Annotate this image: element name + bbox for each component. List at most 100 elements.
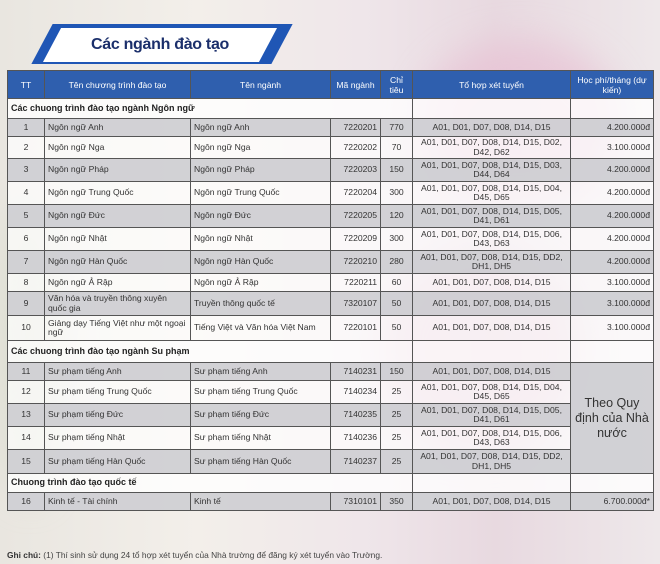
table-row: 1 Ngôn ngữ Anh Ngôn ngữ Anh 7220201 770 A01, … — [7, 118, 654, 137]
row-number: 14 — [7, 426, 45, 450]
column-header: Tên ngành — [190, 70, 331, 99]
tuition-fee: 3.100.000đ — [570, 273, 654, 292]
major-name: Ngôn ngữ Nhật — [190, 227, 331, 251]
program-name: Ngôn ngữ Trung Quốc — [44, 181, 191, 205]
major-name: Sư phạm tiếng Hàn Quốc — [190, 449, 331, 474]
program-name: Giảng dạy Tiếng Việt như một ngoại ngữ — [44, 315, 191, 341]
subject-combinations: A01, D01, D07, D08, D14, D15 — [412, 315, 571, 341]
major-name: Ngôn ngữ Trung Quốc — [190, 181, 331, 205]
table-row: 3 Ngôn ngữ Pháp Ngôn ngữ Pháp 7220203 150 A01… — [7, 158, 654, 182]
table-row: 9 Văn hóa và truyền thông xuyên quốc gia T… — [7, 291, 654, 316]
major-name: Truyền thông quốc tế — [190, 291, 331, 316]
subject-combinations: A01, D01, D07, D08, D14, D15, DD2, DH1, … — [412, 250, 571, 274]
subject-combinations: A01, D01, D07, D08, D14, D15 — [412, 118, 571, 137]
section-label: Chuong trình đào tạo quốc tế — [7, 473, 413, 493]
row-number: 5 — [7, 204, 45, 228]
major-code: 7220101 — [330, 315, 381, 341]
quota: 150 — [380, 158, 413, 182]
table-row: 4 Ngôn ngữ Trung Quốc Ngôn ngữ Trung Quốc 7… — [7, 181, 654, 205]
quota: 60 — [380, 273, 413, 292]
tuition-fee: 4.200.000đ — [570, 118, 654, 137]
tuition-fee: 4.200.000đ — [570, 158, 654, 182]
row-number: 1 — [7, 118, 45, 137]
major-code: 7140234 — [330, 380, 381, 404]
table-row: 6 Ngôn ngữ Nhật Ngôn ngữ Nhật 7220209 300 A01… — [7, 227, 654, 251]
major-name: Ngôn ngữ Pháp — [190, 158, 331, 182]
section-row: Các chuong trình đào tạo ngành Su phạm — [7, 340, 654, 363]
subject-combinations: A01, D01, D07, D08, D14, D15 — [412, 362, 571, 381]
column-header: Chỉ tiêu — [380, 70, 413, 99]
program-name: Sư phạm tiếng Đức — [44, 403, 191, 427]
row-number: 12 — [7, 380, 45, 404]
tuition-fee: 6.700.000đ* — [570, 492, 654, 511]
row-number: 2 — [7, 136, 45, 159]
empty-cell — [412, 473, 571, 493]
row-number: 8 — [7, 273, 45, 292]
major-name: Sư phạm tiếng Nhật — [190, 426, 331, 450]
major-code: 7140235 — [330, 403, 381, 427]
major-name: Kinh tế — [190, 492, 331, 511]
tuition-fee-merged: Theo Quy định của Nhà nước — [570, 362, 654, 474]
subject-combinations: A01, D01, D07, D08, D14, D15, D04, D45, … — [412, 181, 571, 205]
subject-combinations: A01, D01, D07, D08, D14, D15 — [412, 291, 571, 316]
table-row: 13 Sư phạm tiếng Đức Sư phạm tiếng Đức 7140… — [7, 403, 654, 427]
table-row: 14 Sư phạm tiếng Nhật Sư phạm tiếng Nhật 71… — [7, 426, 654, 450]
major-code: 7220202 — [330, 136, 381, 159]
major-code: 7220204 — [330, 181, 381, 205]
column-header: Tên chương trình đào tạo — [44, 70, 191, 99]
subject-combinations: A01, D01, D07, D08, D14, D15, D06, D43, … — [412, 426, 571, 450]
empty-cell — [412, 98, 571, 119]
program-name: Sư phạm tiếng Nhật — [44, 426, 191, 450]
column-header: Mã ngành — [330, 70, 381, 99]
table-row: 2 Ngôn ngữ Nga Ngôn ngữ Nga 7220202 70 A01, D… — [7, 136, 654, 159]
programs-table: TT Tên chương trình đào tạo Tên ngành Mã ng… — [7, 70, 654, 511]
tuition-fee: 4.200.000đ — [570, 204, 654, 228]
tuition-fee: 3.100.000đ — [570, 291, 654, 316]
tuition-fee: 3.100.000đ — [570, 136, 654, 159]
row-number: 4 — [7, 181, 45, 205]
table-row: 11 Sư phạm tiếng Anh Sư phạm tiếng Anh 7140… — [7, 362, 654, 474]
major-name: Sư phạm tiếng Trung Quốc — [190, 380, 331, 404]
program-name: Ngôn ngữ Ả Rập — [44, 273, 191, 292]
subject-combinations: A01, D01, D07, D08, D14, D15 — [412, 492, 571, 511]
row-number: 13 — [7, 403, 45, 427]
major-name: Sư phạm tiếng Đức — [190, 403, 331, 427]
table-row: 10 Giảng dạy Tiếng Việt như một ngoại ngữ… — [7, 315, 654, 341]
major-name: Ngôn ngữ Đức — [190, 204, 331, 228]
program-name: Ngôn ngữ Pháp — [44, 158, 191, 182]
program-name: Ngôn ngữ Đức — [44, 204, 191, 228]
quota: 280 — [380, 250, 413, 274]
program-name: Ngôn ngữ Nga — [44, 136, 191, 159]
row-number: 10 — [7, 315, 45, 341]
major-name: Ngôn ngữ Nga — [190, 136, 331, 159]
column-header: Tổ hợp xét tuyển — [412, 70, 571, 99]
quota: 25 — [380, 403, 413, 427]
table-row: 8 Ngôn ngữ Ả Rập Ngôn ngữ Ả Rập 7220211 60 A0… — [7, 273, 654, 292]
page-title: Các ngành đào tạo — [90, 36, 230, 53]
subject-combinations: A01, D01, D07, D08, D14, D15, D05, D41, … — [412, 403, 571, 427]
section-label: Các chuong trình đào tạo ngành Su phạm — [7, 340, 413, 363]
major-name: Ngôn ngữ Anh — [190, 118, 331, 137]
program-name: Sư phạm tiếng Hàn Quốc — [44, 449, 191, 474]
quota: 25 — [380, 449, 413, 474]
section-row: Các chuong trình đào tạo ngành Ngôn ngữ — [7, 98, 654, 119]
program-name: Ngôn ngữ Hàn Quốc — [44, 250, 191, 274]
tuition-fee: 4.200.000đ — [570, 250, 654, 274]
tuition-fee: 3.100.000đ — [570, 315, 654, 341]
major-code: 7220203 — [330, 158, 381, 182]
title-banner: Các ngành đào tạo — [22, 10, 293, 80]
program-name: Ngôn ngữ Nhật — [44, 227, 191, 251]
quota: 350 — [380, 492, 413, 511]
subject-combinations: A01, D01, D07, D08, D14, D15, DD2, DH1, … — [412, 449, 571, 474]
note-label: Ghi chú: — [7, 550, 41, 560]
subject-combinations: A01, D01, D07, D08, D14, D15, D06, D43, … — [412, 227, 571, 251]
row-number: 3 — [7, 158, 45, 182]
row-number: 11 — [7, 362, 45, 381]
major-code: 7320107 — [330, 291, 381, 316]
table-row: 5 Ngôn ngữ Đức Ngôn ngữ Đức 7220205 120 A01, … — [7, 204, 654, 228]
row-number: 6 — [7, 227, 45, 251]
quota: 50 — [380, 315, 413, 341]
major-code: 7220205 — [330, 204, 381, 228]
major-name: Ngôn ngữ Ả Rập — [190, 273, 331, 292]
column-header: TT — [7, 70, 45, 99]
